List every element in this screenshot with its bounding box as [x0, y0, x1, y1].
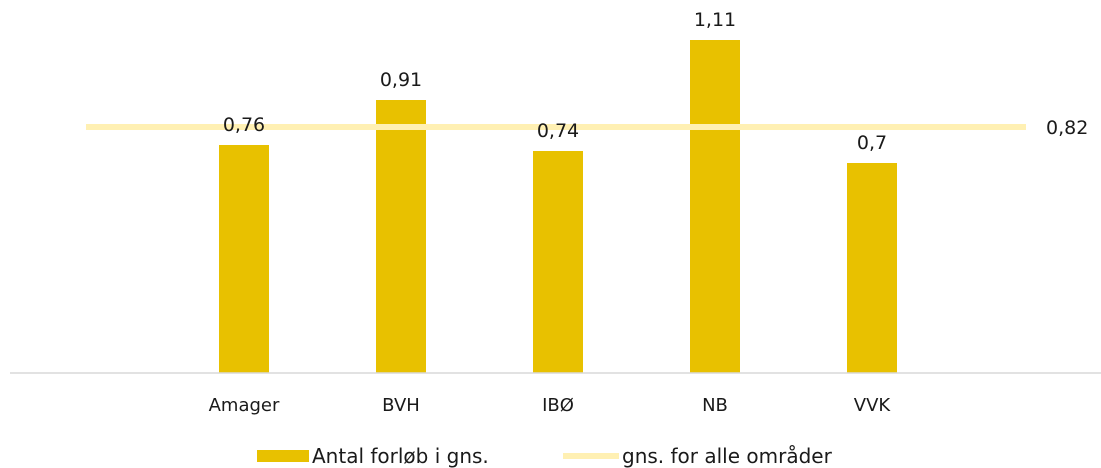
bar-4: [847, 163, 897, 373]
bar-data-label: 1,11: [694, 9, 736, 31]
x-tick-label: IBØ: [542, 395, 574, 416]
bar-data-label: 0,76: [223, 114, 265, 136]
legend-label-bar-series: Antal forløb i gns.: [312, 444, 489, 468]
average-line-label: 0,82: [1046, 117, 1088, 139]
bar-data-label: 0,91: [380, 69, 422, 91]
bar-2: [533, 151, 583, 373]
bar-data-label: 0,74: [537, 120, 579, 142]
x-tick-label: Amager: [209, 395, 280, 416]
legend-label-line-series: gns. for alle områder: [622, 444, 833, 468]
x-tick-label: VVK: [854, 395, 892, 416]
bar-data-label: 0,7: [857, 132, 887, 154]
x-tick-labels: Amager BVH IBØ NB VVK: [209, 395, 892, 416]
bar-0: [219, 145, 269, 373]
x-tick-label: NB: [702, 395, 728, 416]
x-tick-label: BVH: [382, 395, 420, 416]
legend-swatch-bar-series: [257, 450, 309, 462]
data-labels-layer: 0,76 0,91 0,74 1,11 0,7: [223, 9, 887, 154]
legend: Antal forløb i gns. gns. for alle område…: [257, 444, 833, 468]
bar-1: [376, 100, 426, 373]
bars-layer: [219, 40, 897, 373]
bar-3: [690, 40, 740, 373]
